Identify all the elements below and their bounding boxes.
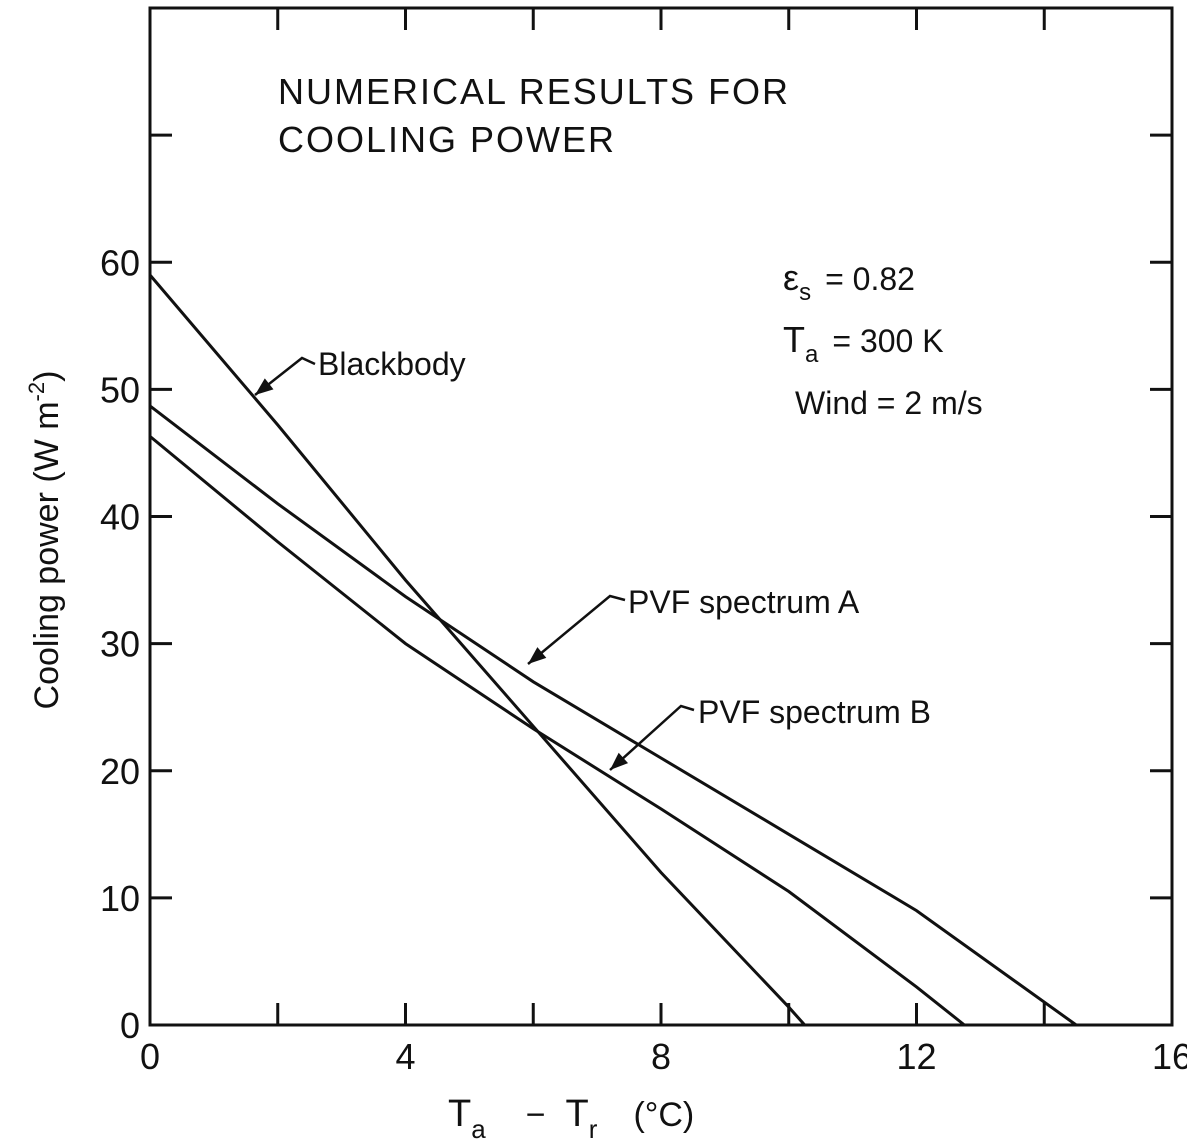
ticks-group: 0 4 8 12 16 0 10 20 30 40 50 60 xyxy=(100,6,1187,1077)
blackbody-arrow-leader xyxy=(254,356,316,396)
series-label-pvf-b: PVF spectrum B xyxy=(698,694,931,730)
annotations-group xyxy=(254,356,695,771)
chart-title-line-2: COOLING POWER xyxy=(278,119,616,160)
param-ambient-value: = 300 K xyxy=(832,323,943,359)
y-axis-title-sup: -2 xyxy=(24,382,49,402)
param-ambient-symbol: T xyxy=(783,319,805,360)
y-axis-title-main: Cooling power (W m xyxy=(28,401,66,709)
pvf-a-arrow-leader xyxy=(527,594,626,665)
x-axis-title-unit: (°C) xyxy=(633,1096,694,1134)
x-tick-label: 4 xyxy=(395,1036,415,1077)
pvf-b-arrow-arrowhead xyxy=(610,752,629,770)
series-line-pvf-a xyxy=(149,404,1078,1027)
param-ambient-sub: a xyxy=(805,341,819,368)
x-tick-label: 0 xyxy=(140,1036,160,1077)
y-axis-title: Cooling power (W m-2) xyxy=(24,371,66,710)
x-axis-title: Ta − Tr (°C) xyxy=(448,1093,694,1144)
x-axis-title-minus: − xyxy=(526,1096,546,1134)
series-line-pvf-b xyxy=(149,435,966,1027)
x-axis-title-t2: T xyxy=(566,1093,589,1135)
series-line-blackbody xyxy=(148,274,806,1026)
pvf-a-arrow-arrowhead xyxy=(528,647,547,664)
pvf-b-arrow-leader xyxy=(609,704,695,771)
param-emissivity-sub: s xyxy=(799,279,811,306)
y-tick-label: 60 xyxy=(100,242,140,283)
blackbody-arrow-arrowhead xyxy=(255,378,274,395)
y-tick-label: 10 xyxy=(100,878,140,919)
param-emissivity: εs = 0.82 xyxy=(783,257,915,306)
y-tick-label: 0 xyxy=(120,1005,140,1046)
chart-title-line-1: NUMERICAL RESULTS FOR xyxy=(278,71,790,112)
x-axis-title-sub1: a xyxy=(471,1114,486,1144)
y-axis-title-close: ) xyxy=(28,371,66,382)
y-tick-label: 30 xyxy=(100,624,140,665)
y-tick-label: 50 xyxy=(100,369,140,410)
x-axis-title-sub2: r xyxy=(589,1114,598,1144)
x-axis-title-t1: T xyxy=(448,1093,471,1135)
y-tick-label: 20 xyxy=(100,751,140,792)
y-tick-label: 40 xyxy=(100,497,140,538)
param-ambient-temp: Ta = 300 K xyxy=(783,319,944,368)
series-label-pvf-a: PVF spectrum A xyxy=(628,584,860,620)
x-tick-label: 16 xyxy=(1152,1036,1187,1077)
series-label-blackbody: Blackbody xyxy=(318,346,466,382)
x-tick-label: 12 xyxy=(896,1036,936,1077)
x-tick-label: 8 xyxy=(651,1036,671,1077)
param-emissivity-value: = 0.82 xyxy=(825,261,915,297)
param-wind: Wind = 2 m/s xyxy=(795,385,983,421)
series-group xyxy=(148,274,1078,1027)
param-emissivity-symbol: ε xyxy=(783,257,799,298)
